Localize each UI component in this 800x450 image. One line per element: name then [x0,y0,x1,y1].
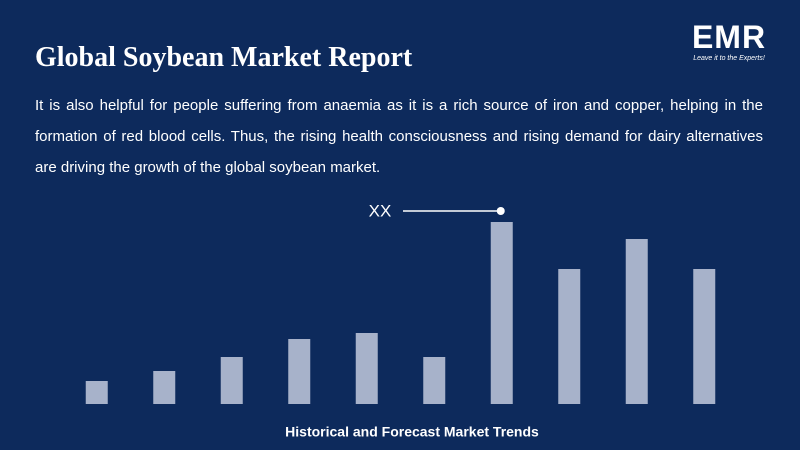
bar [625,239,648,404]
title: Global Soybean Market Report [35,42,413,73]
annotation-dot [496,207,505,215]
logo-text: EMR [691,19,767,55]
bar [490,222,513,404]
bar [288,339,311,404]
logo: EMR Leave it to the Experts! [684,20,774,63]
annotation-label: XX [369,201,392,220]
chart-title: Historical and Forecast Market Trends [285,424,539,440]
bar [85,381,108,404]
bar [558,269,581,404]
logo-tagline: Leave it to the Experts! [693,55,765,62]
body-text: It is also helpful for people suffering … [35,97,763,176]
bar [693,269,716,404]
bar [355,333,378,404]
bar [220,357,243,404]
bar [153,371,176,404]
bar [423,357,446,404]
